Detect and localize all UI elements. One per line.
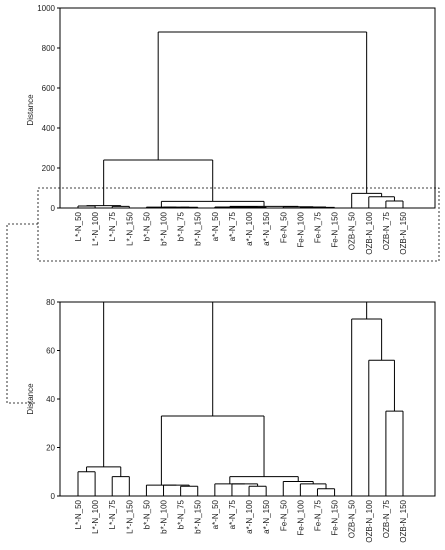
leaf-label: Fe-N_75	[313, 499, 322, 531]
panel-top-leaf-labels: L*-N_50 L*-N_100 L*-N_75 L*-N_150 b*-N_50 b*-…	[74, 211, 408, 254]
zoom-region-box	[37, 187, 440, 262]
leaf-label: OZB-N_50	[348, 499, 357, 538]
leaf-label: b*-N_150	[194, 211, 203, 245]
leaf-label: OZB-N_100	[365, 499, 374, 542]
y-tick-label: 200	[42, 164, 56, 173]
y-tick-label: 80	[46, 298, 55, 307]
panel-top-y-axis-label: Distance	[26, 94, 35, 126]
leaf-label: L*-N_100	[91, 499, 100, 533]
zoom-connector-line	[6, 223, 38, 404]
leaf-label: L*-N_75	[108, 499, 117, 529]
panel-bottom-y-axis: 0 20 40 60 80	[46, 298, 60, 501]
leaf-label: L*-N_50	[74, 211, 83, 241]
leaf-label: OZB-N_150	[399, 499, 408, 542]
leaf-label: L*-N_150	[125, 499, 134, 533]
leaf-label: b*-N_100	[160, 499, 169, 533]
leaf-label: Fe-N_150	[331, 211, 340, 247]
panel-bottom-y-axis-label: Distance	[26, 383, 35, 415]
leaf-label: Fe-N_100	[296, 211, 305, 247]
panel-top-y-axis: 0 200 400 600 800 1000	[37, 4, 60, 213]
leaf-label: OZB-N_100	[365, 211, 374, 254]
y-tick-label: 40	[46, 395, 55, 404]
y-tick-label: 20	[46, 444, 55, 453]
y-tick-label: 0	[51, 492, 56, 501]
leaf-label: b*-N_50	[142, 499, 151, 529]
leaf-label: Fe-N_100	[296, 499, 305, 535]
leaf-label: a*-N_75	[228, 499, 237, 529]
leaf-label: b*-N_75	[177, 499, 186, 529]
leaf-label: Fe-N_150	[331, 499, 340, 535]
leaf-label: L*-N_50	[74, 499, 83, 529]
leaf-label: b*-N_50	[142, 211, 151, 241]
y-tick-label: 800	[42, 44, 56, 53]
y-tick-label: 60	[46, 347, 55, 356]
leaf-label: a*-N_100	[245, 499, 254, 533]
leaf-label: a*-N_150	[262, 211, 271, 245]
leaf-label: L*-N_100	[91, 211, 100, 245]
panel-top-dendrogram	[77, 31, 404, 208]
leaf-label: L*-N_150	[125, 211, 134, 245]
leaf-label: a*-N_50	[211, 499, 220, 529]
leaf-label: b*-N_75	[177, 211, 186, 241]
leaf-label: Fe-N_50	[279, 499, 288, 531]
leaf-label: a*-N_150	[262, 499, 271, 533]
leaf-label: b*-N_100	[160, 211, 169, 245]
leaf-label: a*-N_75	[228, 211, 237, 241]
panel-top-frame	[59, 7, 436, 209]
y-tick-label: 1000	[37, 4, 55, 13]
leaf-label: Fe-N_50	[279, 211, 288, 243]
leaf-label: OZB-N_150	[399, 211, 408, 254]
y-tick-label: 400	[42, 124, 56, 133]
leaf-label: a*-N_50	[211, 211, 220, 241]
leaf-label: OZB-N_50	[348, 211, 357, 250]
leaf-label: OZB-N_75	[382, 211, 391, 250]
leaf-label: a*-N_100	[245, 211, 254, 245]
panel-bottom-dendrogram	[77, 302, 404, 496]
leaf-label: L*-N_75	[108, 211, 117, 241]
panel-bottom-leaf-labels: L*-N_50 L*-N_100 L*-N_75 L*-N_150 b*-N_50 b*-…	[74, 499, 408, 542]
y-tick-label: 600	[42, 84, 56, 93]
leaf-label: b*-N_150	[194, 499, 203, 533]
leaf-label: Fe-N_75	[313, 211, 322, 243]
y-tick-label: 0	[51, 204, 56, 213]
leaf-label: OZB-N_75	[382, 499, 391, 538]
